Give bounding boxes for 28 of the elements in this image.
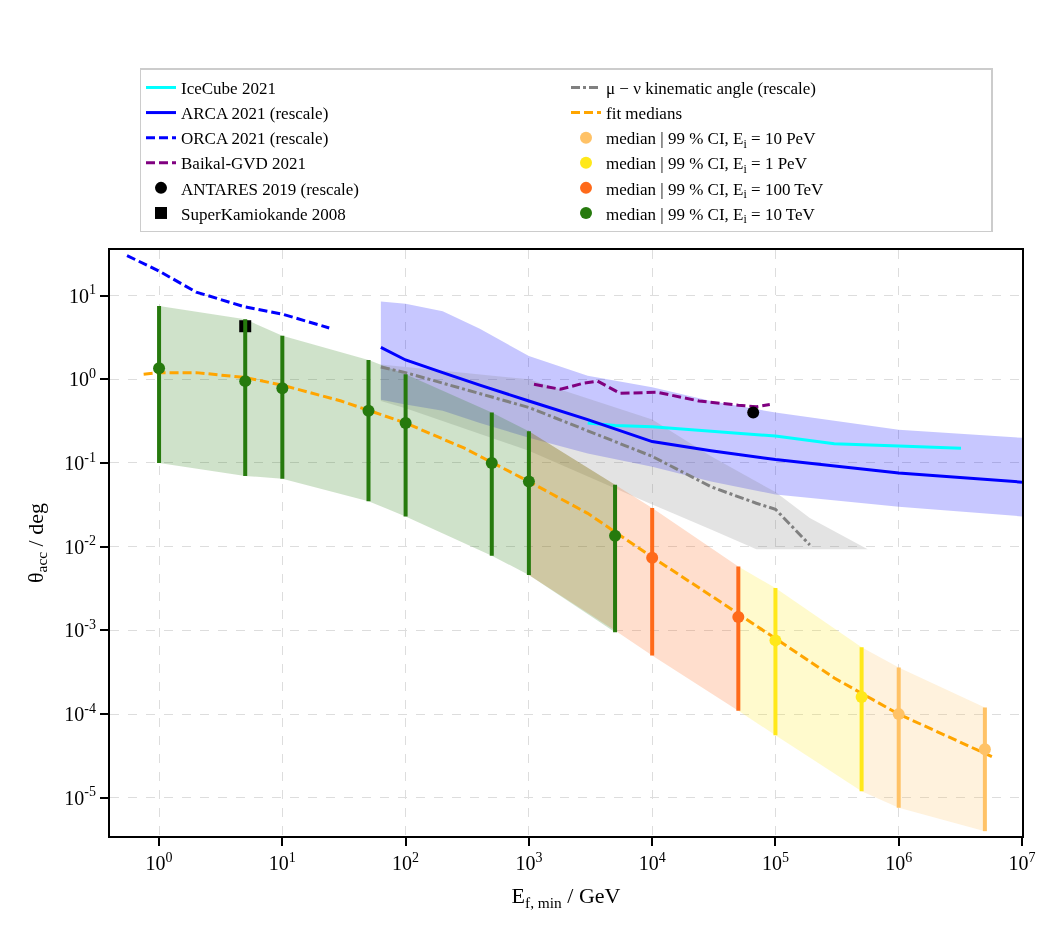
x-axis-title: E$_{f, min}$ / GeV [511, 883, 621, 912]
legend-label: median | 99 % CI, E$_{i}$ = 10 PeV [606, 129, 817, 151]
legend-label: ARCA 2021 (rescale) [181, 104, 329, 124]
legend-label: SuperKamiokande 2008 [181, 204, 346, 224]
x-tick-label: 10$^{1}$ [268, 849, 296, 874]
legend-label: ORCA 2021 (rescale) [181, 129, 329, 149]
legend-label: fit medians [606, 104, 683, 124]
y-tick-label: 10$^{-4}$ [64, 700, 96, 726]
y-tick-label: 10$^{-5}$ [64, 784, 96, 809]
x-tick-label: 10$^{4}$ [638, 849, 666, 874]
y-tick-label: 10$^{-3}$ [64, 617, 96, 642]
y-tick-label: 10$^{-2}$ [64, 533, 96, 558]
y-tick-label: 10$^{0}$ [69, 365, 96, 391]
legend-label: median | 99 % CI, E$_{i}$ = 10 TeV [606, 204, 816, 227]
x-tick-label: 10$^{3}$ [515, 849, 543, 874]
x-tick-label: 10$^{6}$ [885, 849, 913, 874]
y-tick-label: 10$^{-1}$ [64, 449, 96, 474]
legend-label: median | 99 % CI, E$_{i}$ = 1 PeV [606, 154, 808, 176]
x-tick-label: 10$^{5}$ [761, 849, 789, 874]
legend-label: μ − ν kinematic angle (rescale) [606, 79, 816, 99]
legend-label: median | 99 % CI, E$_{i}$ = 100 TeV [606, 179, 825, 202]
x-tick-label: 10$^{2}$ [392, 849, 420, 874]
x-tick-label: 10$^{0}$ [145, 849, 173, 874]
x-tick-label: 10$^{7}$ [1008, 849, 1036, 874]
legend-label: IceCube 2021 [181, 79, 276, 99]
y-tick-label: 10$^{1}$ [69, 282, 96, 307]
legend-label: Baikal-GVD 2021 [181, 154, 307, 174]
legend-label: ANTARES 2019 (rescale) [181, 179, 360, 199]
